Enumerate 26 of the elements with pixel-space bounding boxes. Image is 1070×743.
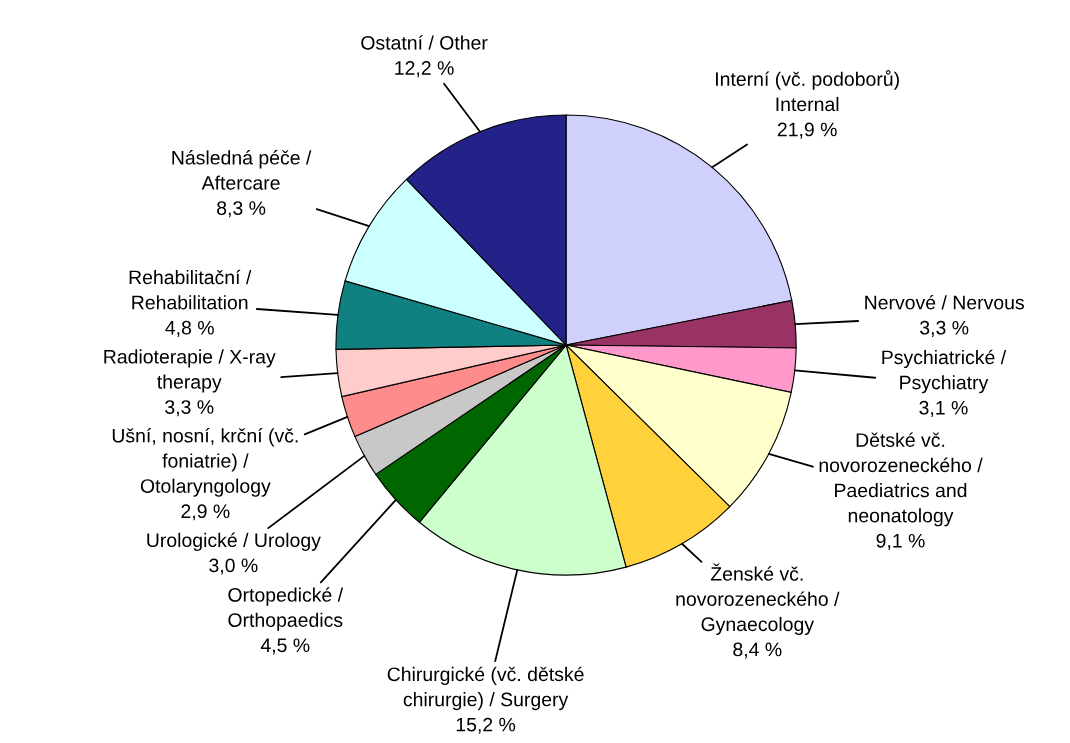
data-label: 4,8 % — [165, 320, 214, 337]
data-label: 9,1 % — [876, 533, 925, 550]
slice-label: Dětské vč. novorozeneckého / Paediatrics and neonatology — [819, 432, 983, 527]
slice-label: Interní (vč. podoborů) Internal — [716, 70, 899, 112]
slice-label: Následná péče / Aftercare — [172, 150, 312, 190]
slice-label: Radioterapie / X-ray therapy — [104, 349, 276, 393]
slice-label: Nervové / Nervous — [865, 294, 1024, 310]
slice-label: Ušní, nosní, krční (vč. foniatrie) / Otolaryngology — [112, 428, 298, 497]
data-label: 3,1 % — [919, 400, 968, 417]
data-label: 8,4 % — [733, 642, 782, 659]
slice-label: Ženské vč. novorozeneckého / Gynaecology — [676, 563, 840, 635]
data-label: 3,0 % — [209, 558, 258, 575]
data-label: 12,2 % — [395, 61, 454, 78]
slice-label: Chirurgické (vč. dětské chirurgie) / Surgery — [387, 666, 584, 711]
slice-label: Rehabilitační / Rehabilitation — [129, 269, 252, 310]
data-label: 4,5 % — [260, 638, 310, 655]
data-label: 3,3 % — [165, 400, 214, 417]
data-label: 8,3 % — [217, 201, 266, 218]
slice-label: Ortopedické / Orthopaedics — [228, 587, 344, 631]
slice-label: Urologické / Urology — [147, 532, 321, 551]
slice-label: Ostatní / Other — [361, 35, 488, 50]
data-label: 15,2 % — [456, 717, 516, 734]
data-label: 3,3 % — [920, 320, 969, 337]
data-label: 2,9 % — [181, 504, 230, 521]
data-label: 21,9 % — [777, 122, 837, 139]
slice-label: Psychiatrické / Psychiatry — [882, 349, 1007, 394]
